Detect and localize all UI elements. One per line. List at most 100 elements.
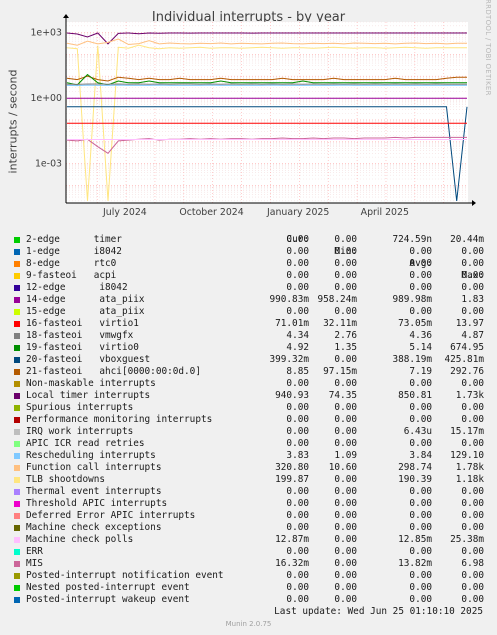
- legend-name: Spurious interrupts: [26, 402, 134, 413]
- legend-cur: 0.00: [286, 414, 309, 425]
- legend-min: 32.11m: [323, 318, 357, 329]
- legend-name: 9-fasteoi acpi: [26, 270, 117, 281]
- legend-name: 20-fasteoi vboxguest: [26, 354, 151, 365]
- legend-cur: 0.00: [286, 306, 309, 317]
- legend-row: ERR 0.00 0.00 0.00 0.00: [12, 546, 492, 558]
- legend-min: 0.00: [334, 282, 357, 293]
- legend-min: 0.00: [334, 426, 357, 437]
- legend-max: 0.00: [461, 522, 484, 533]
- legend-max: 0.00: [461, 582, 484, 593]
- legend-min: 1.09: [334, 450, 357, 461]
- legend-header-cur: Cur:: [286, 234, 309, 245]
- legend-name: Nested posted-interrupt event: [26, 582, 190, 593]
- legend-header: Cur: Min: Avg: Max:: [12, 222, 492, 281]
- legend-cur: 8.85: [286, 366, 309, 377]
- legend-swatch: [14, 597, 20, 603]
- legend-cur: 3.83: [286, 450, 309, 461]
- legend-swatch: [14, 369, 20, 375]
- legend-row: 1-edge i8042 0.00 0.00 0.00 0.00: [12, 246, 492, 258]
- legend-swatch: [14, 321, 20, 327]
- legend-cur: 0.00: [286, 426, 309, 437]
- legend-swatch: [14, 309, 20, 315]
- legend-name: Posted-interrupt notification event: [26, 570, 224, 581]
- legend-min: 0.00: [334, 234, 357, 245]
- legend-avg: 0.00: [409, 414, 432, 425]
- legend: Cur: Min: Avg: Max: 2-edge timer 0.00 0.00…: [12, 222, 492, 606]
- legend-row: Rescheduling interrupts 3.83 1.09 3.84 129.1…: [12, 450, 492, 462]
- legend-header-avg: Avg:: [409, 258, 432, 269]
- legend-cur: 199.87: [275, 474, 309, 485]
- legend-row: Posted-interrupt notification event 0.00 0…: [12, 570, 492, 582]
- legend-max: 674.95: [450, 342, 484, 353]
- legend-swatch: [14, 405, 20, 411]
- legend-avg: 0.00: [409, 594, 432, 605]
- legend-avg: 4.36: [409, 330, 432, 341]
- legend-max: 15.17m: [450, 426, 484, 437]
- legend-cur: 990.83m: [269, 294, 309, 305]
- version: Munin 2.0.75: [225, 620, 272, 628]
- x-tick-label: July 2024: [102, 207, 147, 218]
- legend-min: 97.15m: [323, 366, 357, 377]
- legend-row: Machine check polls 12.87m 0.00 12.85m 25.38…: [12, 534, 492, 546]
- legend-cur: 71.01m: [275, 318, 309, 329]
- legend-row: 18-fasteoi vmwgfx 4.34 2.76 4.36 4.87: [12, 330, 492, 342]
- legend-header-max: Max:: [461, 270, 484, 281]
- legend-swatch: [14, 477, 20, 483]
- grid-lines: [66, 21, 468, 203]
- legend-cur: 0.00: [286, 258, 309, 269]
- legend-max: 25.38m: [450, 534, 484, 545]
- legend-row: Posted-interrupt wakeup event 0.00 0.00 0.0…: [12, 594, 492, 606]
- legend-min: 2.76: [334, 330, 357, 341]
- legend-cur: 12.87m: [275, 534, 309, 545]
- legend-max: 292.76: [450, 366, 484, 377]
- legend-cur: 399.32m: [269, 354, 309, 365]
- legend-swatch: [14, 285, 20, 291]
- legend-row: Function call interrupts 320.80 10.60 298.7…: [12, 462, 492, 474]
- plot-area: [66, 22, 468, 203]
- legend-max: 4.87: [461, 330, 484, 341]
- legend-row: Non-maskable interrupts 0.00 0.00 0.00 0.00: [12, 378, 492, 390]
- legend-name: 8-edge rtc0: [26, 258, 117, 269]
- legend-avg: 0.00: [409, 510, 432, 521]
- legend-name: Machine check exceptions: [26, 522, 162, 533]
- legend-min: 0.00: [334, 354, 357, 365]
- legend-min: 74.35: [328, 390, 357, 401]
- legend-row: 2-edge timer 0.00 0.00 724.59n 20.44m: [12, 234, 492, 246]
- y-tick-label: 1e-03: [35, 159, 62, 170]
- legend-avg: 7.19: [409, 366, 432, 377]
- series-group: [66, 32, 468, 201]
- legend-swatch: [14, 561, 20, 567]
- legend-max: 13.97: [455, 318, 484, 329]
- legend-name: 12-edge i8042: [26, 282, 128, 293]
- legend-min: 0.00: [334, 570, 357, 581]
- legend-cur: 0.00: [286, 594, 309, 605]
- legend-cur: 0.00: [286, 522, 309, 533]
- legend-max: 0.00: [461, 378, 484, 389]
- legend-row: Threshold APIC interrupts 0.00 0.00 0.00 0.0…: [12, 498, 492, 510]
- series-line: [67, 106, 468, 201]
- legend-cur: 0.00: [286, 282, 309, 293]
- x-axis-arrow: [472, 200, 476, 206]
- legend-name: ERR: [26, 546, 43, 557]
- legend-row: Performance monitoring interrupts 0.00 0.0…: [12, 414, 492, 426]
- legend-avg: 388.19m: [392, 354, 432, 365]
- chart-title: Individual interrupts - by year: [151, 10, 346, 25]
- legend-name: Function call interrupts: [26, 462, 162, 473]
- legend-max: 0.00: [461, 258, 484, 269]
- legend-row: 8-edge rtc0 0.00 0.00 0.00 0.00: [12, 258, 492, 270]
- legend-max: 1.18k: [455, 474, 484, 485]
- legend-swatch: [14, 513, 20, 519]
- legend-swatch: [14, 393, 20, 399]
- legend-swatch: [14, 453, 20, 459]
- legend-min: 10.60: [328, 462, 357, 473]
- legend-row: 9-fasteoi acpi 0.00 0.00 0.00 0.00: [12, 270, 492, 282]
- legend-min: 0.00: [334, 258, 357, 269]
- legend-max: 0.00: [461, 498, 484, 509]
- legend-min: 0.00: [334, 486, 357, 497]
- chart-plot: 1e-03 1e+00 1e+03 July 2024 October 2024 Janu…: [30, 14, 476, 218]
- legend-min: 0.00: [334, 474, 357, 485]
- legend-cur: 940.93: [275, 390, 309, 401]
- legend-max: 0.00: [461, 594, 484, 605]
- legend-row: Thermal event interrupts 0.00 0.00 0.00 0.00: [12, 486, 492, 498]
